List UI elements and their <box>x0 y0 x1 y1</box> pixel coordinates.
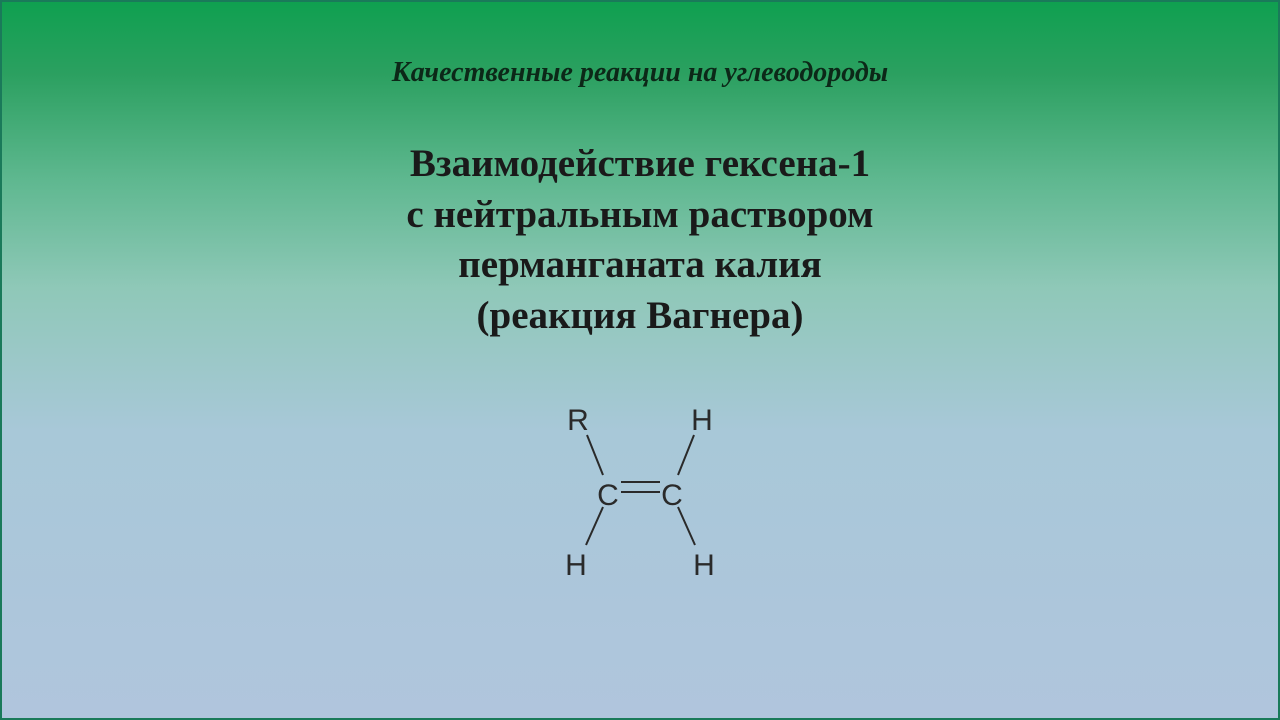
svg-text:R: R <box>567 404 589 437</box>
title-line-1: Взаимодействие гексена-1 <box>406 139 873 190</box>
slide-title: Взаимодействие гексена-1 с нейтральным р… <box>406 139 873 342</box>
svg-text:H: H <box>565 549 587 577</box>
svg-text:C: C <box>597 479 619 512</box>
svg-text:C: C <box>661 479 683 512</box>
svg-text:H: H <box>693 549 715 577</box>
svg-text:H: H <box>691 404 713 437</box>
chemical-svg: R H C C H H <box>510 387 770 577</box>
title-line-2: с нейтральным раствором <box>406 190 873 241</box>
slide: Качественные реакции на углеводороды Вза… <box>0 0 1280 720</box>
slide-subtitle: Качественные реакции на углеводороды <box>392 57 888 89</box>
title-line-3: перманганата калия <box>406 240 873 291</box>
chemical-structure-diagram: R H C C H H <box>510 387 770 582</box>
title-line-4: (реакция Вагнера) <box>406 291 873 342</box>
